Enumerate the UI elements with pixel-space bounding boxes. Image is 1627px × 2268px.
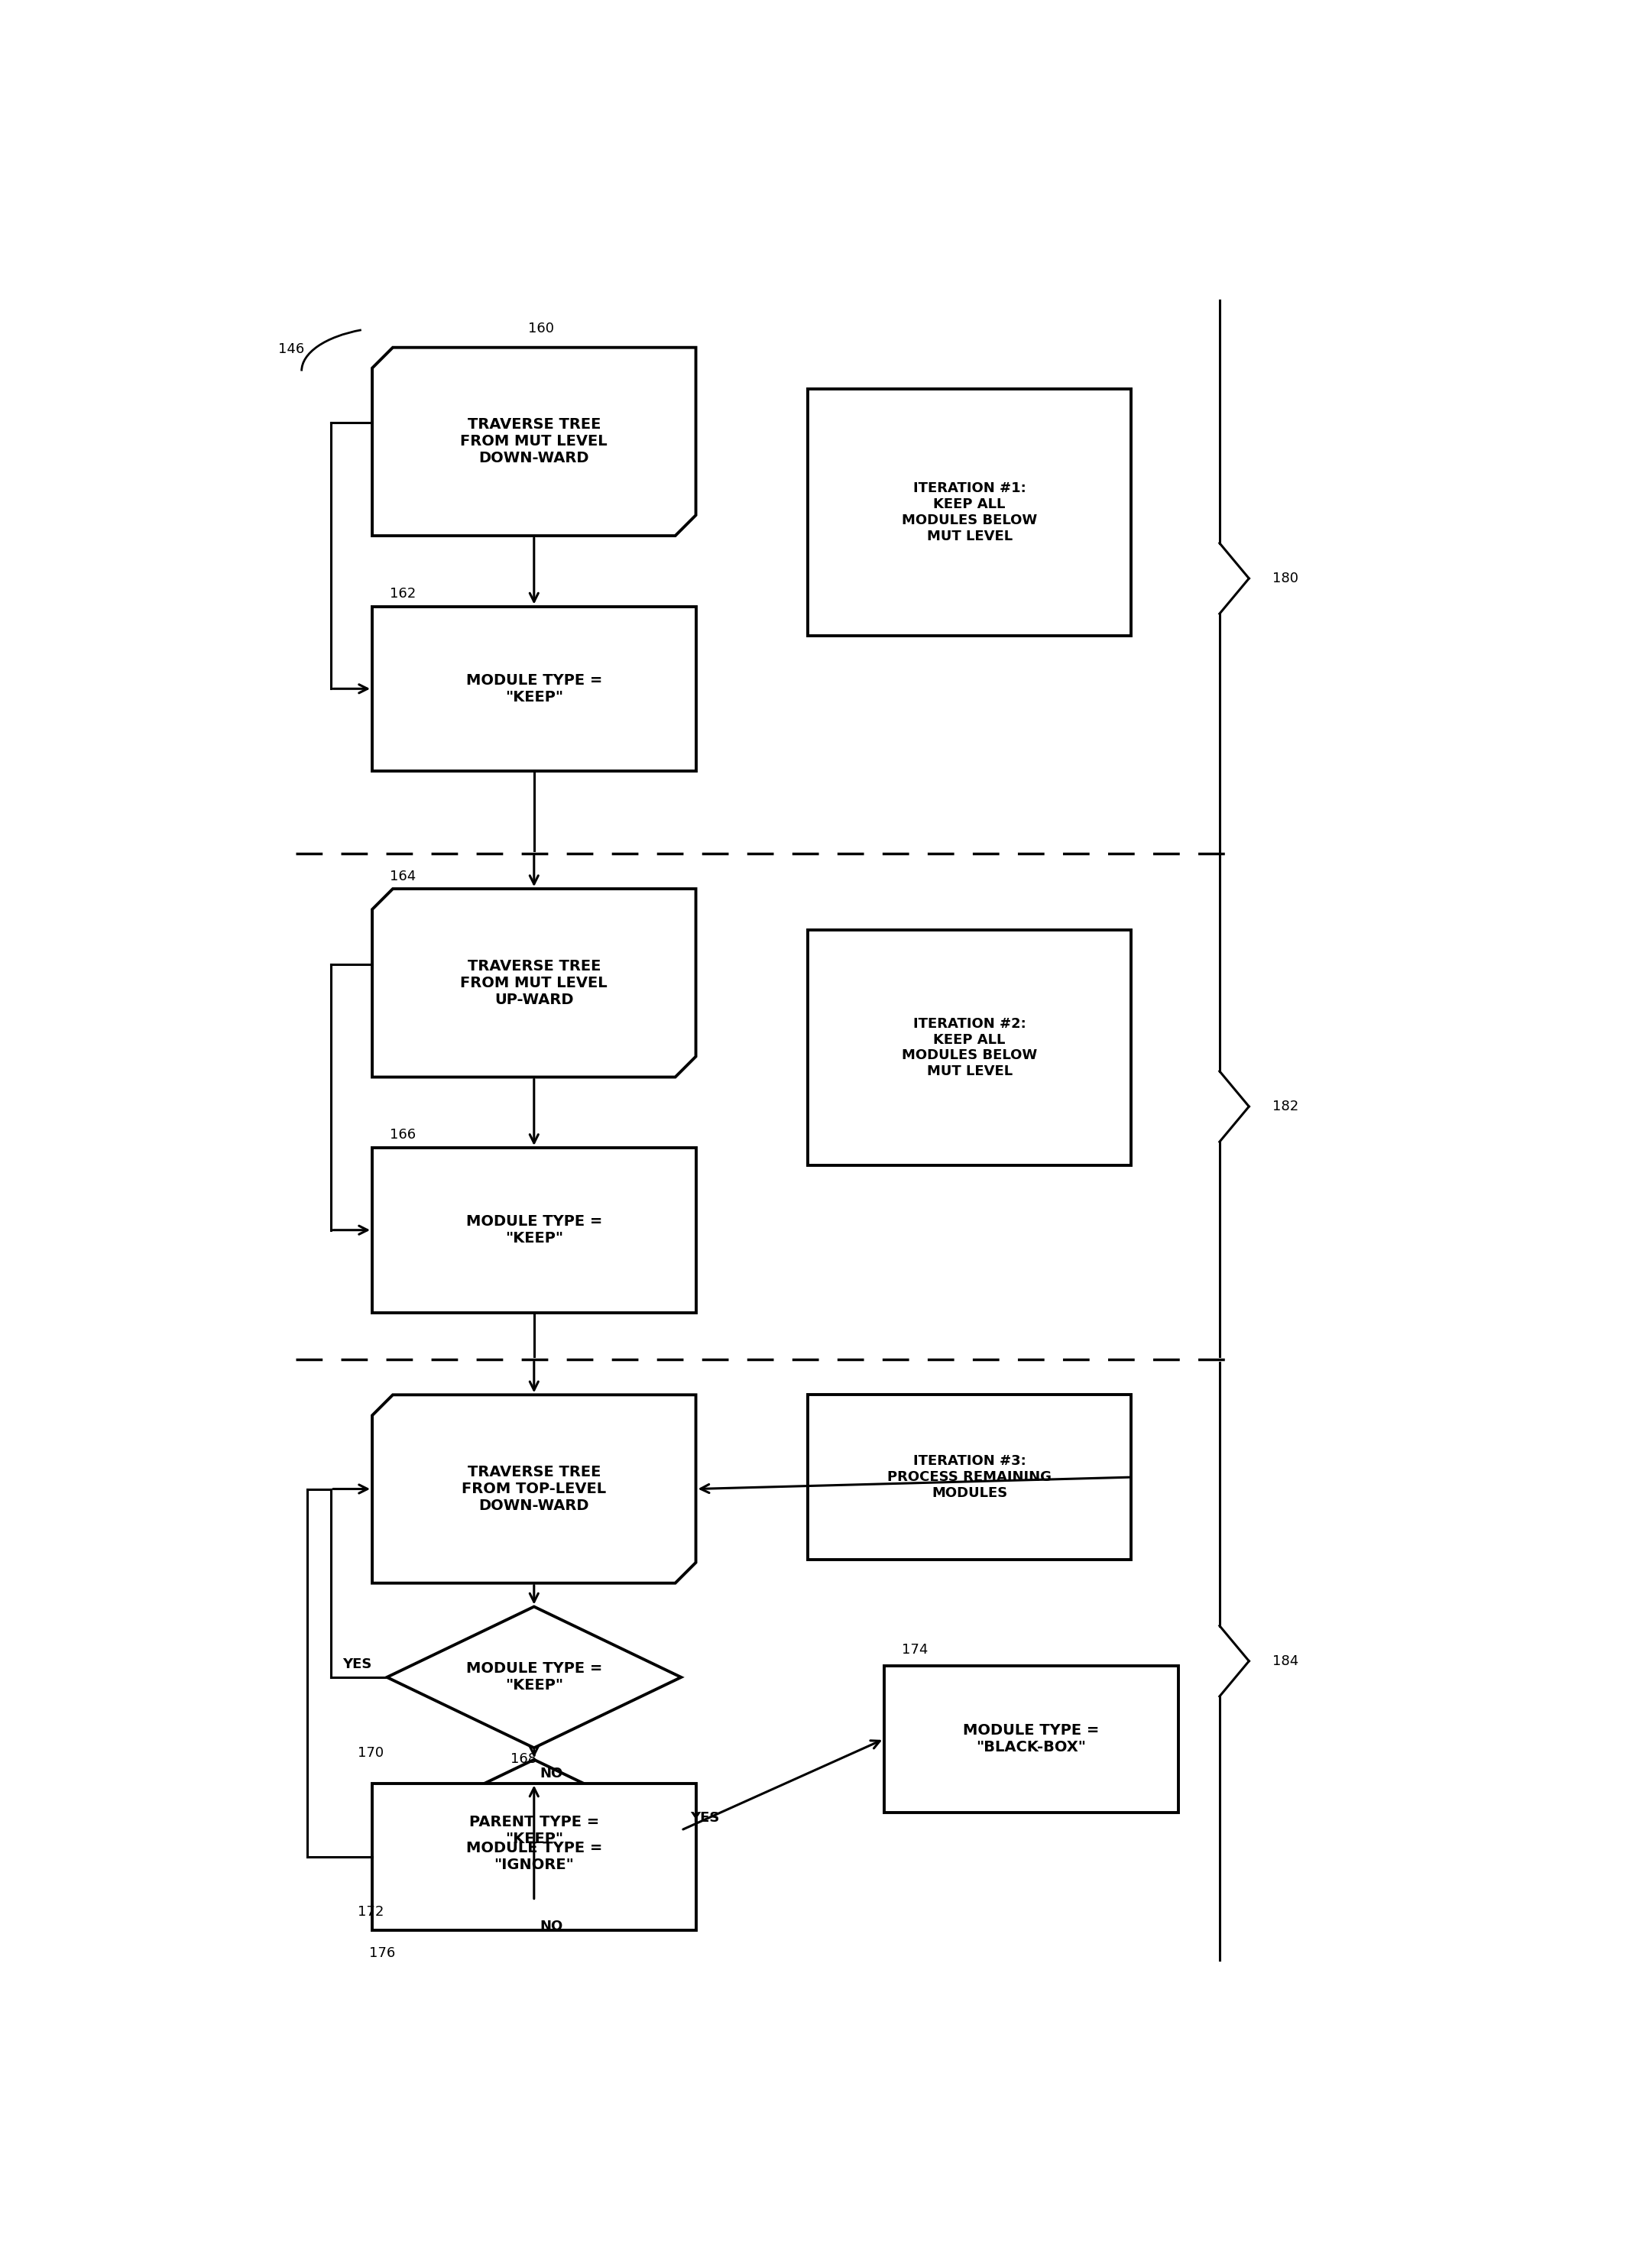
Bar bbox=[373, 606, 696, 771]
Text: 182: 182 bbox=[1272, 1100, 1298, 1114]
Text: TRAVERSE TREE
FROM MUT LEVEL
UP-WARD: TRAVERSE TREE FROM MUT LEVEL UP-WARD bbox=[460, 959, 607, 1007]
Text: MODULE TYPE =
"KEEP": MODULE TYPE = "KEEP" bbox=[465, 674, 602, 705]
Text: NO: NO bbox=[540, 1919, 563, 1932]
Text: 172: 172 bbox=[358, 1905, 384, 1919]
Text: 174: 174 bbox=[901, 1642, 927, 1656]
Text: NO: NO bbox=[540, 1767, 563, 1780]
Text: 160: 160 bbox=[529, 322, 555, 336]
Text: TRAVERSE TREE
FROM TOP-LEVEL
DOWN-WARD: TRAVERSE TREE FROM TOP-LEVEL DOWN-WARD bbox=[462, 1465, 607, 1513]
Text: 180: 180 bbox=[1272, 572, 1298, 585]
Text: PARENT TYPE =
"KEEP": PARENT TYPE = "KEEP" bbox=[469, 1814, 599, 1846]
Text: MODULE TYPE =
"BLACK-BOX": MODULE TYPE = "BLACK-BOX" bbox=[963, 1724, 1100, 1755]
Polygon shape bbox=[387, 1760, 682, 1901]
Text: MODULE TYPE =
"IGNORE": MODULE TYPE = "IGNORE" bbox=[465, 1842, 602, 1873]
Text: TRAVERSE TREE
FROM MUT LEVEL
DOWN-WARD: TRAVERSE TREE FROM MUT LEVEL DOWN-WARD bbox=[460, 417, 607, 465]
Text: ITERATION #2:
KEEP ALL
MODULES BELOW
MUT LEVEL: ITERATION #2: KEEP ALL MODULES BELOW MUT… bbox=[901, 1016, 1036, 1077]
Text: 170: 170 bbox=[358, 1746, 384, 1760]
Text: ITERATION #1:
KEEP ALL
MODULES BELOW
MUT LEVEL: ITERATION #1: KEEP ALL MODULES BELOW MUT… bbox=[901, 481, 1036, 542]
Text: 184: 184 bbox=[1272, 1653, 1298, 1667]
Text: MODULE TYPE =
"KEEP": MODULE TYPE = "KEEP" bbox=[465, 1213, 602, 1245]
Bar bbox=[807, 388, 1131, 635]
Polygon shape bbox=[373, 889, 696, 1077]
Bar bbox=[373, 1148, 696, 1313]
Text: YES: YES bbox=[690, 1810, 719, 1823]
Text: 146: 146 bbox=[278, 342, 304, 356]
Text: YES: YES bbox=[343, 1658, 373, 1672]
Text: 176: 176 bbox=[369, 1946, 395, 1960]
Polygon shape bbox=[373, 1395, 696, 1583]
Polygon shape bbox=[387, 1606, 682, 1749]
Text: 166: 166 bbox=[390, 1127, 417, 1141]
Bar bbox=[807, 930, 1131, 1166]
Bar bbox=[807, 1395, 1131, 1560]
Text: 164: 164 bbox=[390, 869, 417, 882]
Bar bbox=[883, 1665, 1178, 1812]
Text: 162: 162 bbox=[390, 587, 417, 601]
Bar bbox=[373, 1783, 696, 1930]
Text: 168: 168 bbox=[511, 1751, 537, 1765]
Polygon shape bbox=[373, 347, 696, 535]
Text: MODULE TYPE =
"KEEP": MODULE TYPE = "KEEP" bbox=[465, 1662, 602, 1692]
Text: ITERATION #3:
PROCESS REMAINING
MODULES: ITERATION #3: PROCESS REMAINING MODULES bbox=[887, 1454, 1051, 1499]
